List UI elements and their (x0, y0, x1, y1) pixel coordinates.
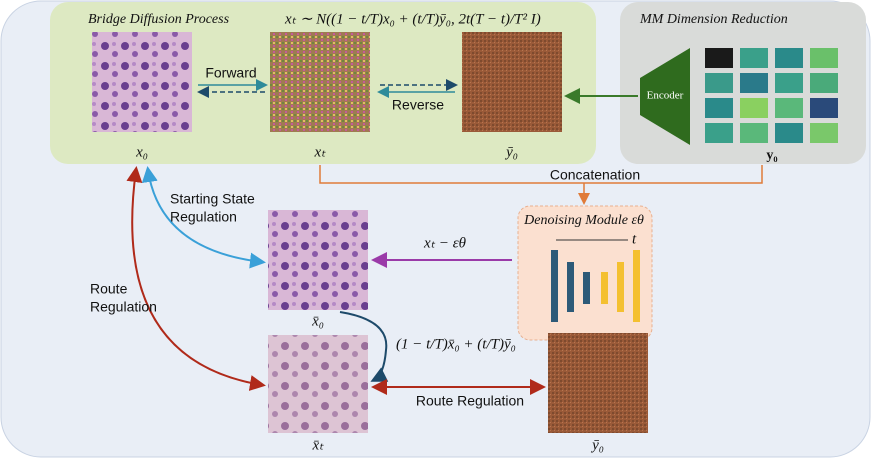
image-xtbar (268, 335, 368, 433)
label: Starting State (170, 191, 255, 207)
image-label: ȳ₀ (590, 437, 604, 453)
image-x0 (92, 32, 192, 132)
label: Route Regulation (416, 393, 524, 409)
image-y0bar (462, 32, 562, 132)
image-label: x̄₀ (311, 313, 324, 329)
image-y0bar-out (548, 333, 648, 433)
image-label: ȳ₀ (504, 144, 518, 160)
image-label: xₜ (313, 144, 326, 160)
label: Regulation (170, 209, 237, 225)
image-label: x₀ (135, 144, 148, 160)
diagram: Bridge Diffusion Process xₜ ∼ N((1 − t/T… (0, 0, 871, 458)
encoder-label: Encoder (647, 90, 684, 102)
image-xt (270, 32, 370, 132)
panel-title: MM Dimension Reduction (639, 12, 788, 27)
image-label: x̄ₜ (311, 437, 324, 453)
label: Concatenation (550, 167, 640, 183)
image-x0bar (268, 210, 368, 310)
module-title: Denoising Module εθ (523, 213, 644, 228)
panel-title: Bridge Diffusion Process (88, 12, 230, 27)
formula: (1 − t/T)x̄₀ + (t/T)ȳ₀ (396, 336, 516, 352)
label: Forward (205, 65, 256, 81)
label: Regulation (90, 299, 157, 315)
label: Reverse (392, 97, 444, 113)
image-label: y₀ (766, 148, 777, 163)
label: Route (90, 281, 128, 297)
formula: xₜ ∼ N((1 − t/T)x₀ + (t/T)ȳ₀, 2t(T − t)/… (284, 11, 541, 27)
label: xₜ − εθ (423, 235, 467, 251)
